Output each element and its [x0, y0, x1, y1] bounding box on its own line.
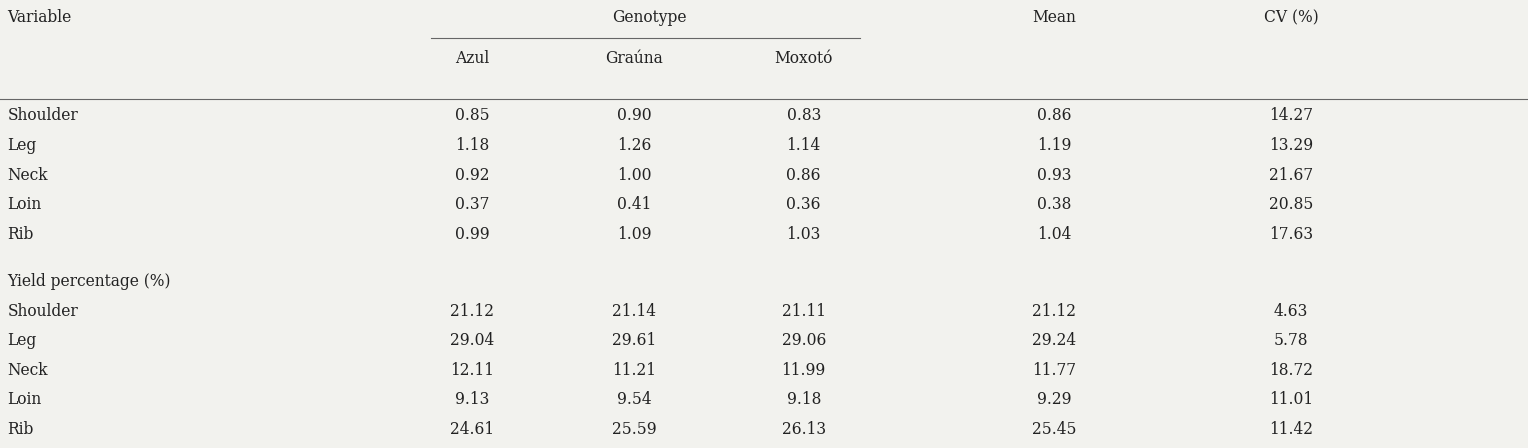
Text: Graúna: Graúna [605, 51, 663, 68]
Text: 25.45: 25.45 [1031, 421, 1077, 438]
Text: Yield percentage (%): Yield percentage (%) [8, 273, 171, 290]
Text: 29.06: 29.06 [781, 332, 827, 349]
Text: 18.72: 18.72 [1270, 362, 1313, 379]
Text: 0.86: 0.86 [1038, 107, 1071, 124]
Text: 0.92: 0.92 [455, 167, 489, 184]
Text: 0.99: 0.99 [455, 226, 489, 243]
Text: 9.18: 9.18 [787, 392, 821, 409]
Text: 29.61: 29.61 [613, 332, 656, 349]
Text: Leg: Leg [8, 332, 37, 349]
Text: Moxotó: Moxotó [775, 51, 833, 68]
Text: Rib: Rib [8, 421, 34, 438]
Text: 11.77: 11.77 [1033, 362, 1076, 379]
Text: 0.90: 0.90 [617, 107, 651, 124]
Text: Leg: Leg [8, 137, 37, 154]
Text: Rib: Rib [8, 226, 34, 243]
Text: Variable: Variable [8, 9, 72, 26]
Text: 1.00: 1.00 [617, 167, 651, 184]
Text: 11.42: 11.42 [1270, 421, 1313, 438]
Text: 9.13: 9.13 [455, 392, 489, 409]
Text: 1.19: 1.19 [1038, 137, 1071, 154]
Text: Shoulder: Shoulder [8, 107, 78, 124]
Text: 0.37: 0.37 [455, 196, 489, 213]
Text: 11.21: 11.21 [613, 362, 656, 379]
Text: 1.26: 1.26 [617, 137, 651, 154]
Text: 24.61: 24.61 [451, 421, 494, 438]
Text: 1.09: 1.09 [617, 226, 651, 243]
Text: 12.11: 12.11 [451, 362, 494, 379]
Text: 21.67: 21.67 [1270, 167, 1313, 184]
Text: 20.85: 20.85 [1268, 196, 1314, 213]
Text: 25.59: 25.59 [611, 421, 657, 438]
Text: Shoulder: Shoulder [8, 302, 78, 319]
Text: 1.14: 1.14 [787, 137, 821, 154]
Text: 21.12: 21.12 [451, 302, 494, 319]
Text: 0.36: 0.36 [787, 196, 821, 213]
Text: 1.04: 1.04 [1038, 226, 1071, 243]
Text: 17.63: 17.63 [1270, 226, 1313, 243]
Text: Loin: Loin [8, 392, 41, 409]
Text: 11.01: 11.01 [1270, 392, 1313, 409]
Text: 21.14: 21.14 [613, 302, 656, 319]
Text: 29.24: 29.24 [1033, 332, 1076, 349]
Text: 11.99: 11.99 [782, 362, 825, 379]
Text: 26.13: 26.13 [782, 421, 825, 438]
Text: 1.03: 1.03 [787, 226, 821, 243]
Text: 0.38: 0.38 [1038, 196, 1071, 213]
Text: Azul: Azul [455, 51, 489, 68]
Text: 13.29: 13.29 [1270, 137, 1313, 154]
Text: 9.54: 9.54 [617, 392, 651, 409]
Text: 4.63: 4.63 [1274, 302, 1308, 319]
Text: 14.27: 14.27 [1270, 107, 1313, 124]
Text: 9.29: 9.29 [1038, 392, 1071, 409]
Text: 29.04: 29.04 [451, 332, 494, 349]
Text: 0.93: 0.93 [1038, 167, 1071, 184]
Text: Neck: Neck [8, 167, 49, 184]
Text: Genotype: Genotype [613, 9, 686, 26]
Text: 21.12: 21.12 [1033, 302, 1076, 319]
Text: 1.18: 1.18 [455, 137, 489, 154]
Text: 21.11: 21.11 [782, 302, 825, 319]
Text: 0.41: 0.41 [617, 196, 651, 213]
Text: Neck: Neck [8, 362, 49, 379]
Text: Mean: Mean [1033, 9, 1076, 26]
Text: 0.83: 0.83 [787, 107, 821, 124]
Text: Loin: Loin [8, 196, 41, 213]
Text: 0.86: 0.86 [787, 167, 821, 184]
Text: 0.85: 0.85 [455, 107, 489, 124]
Text: 5.78: 5.78 [1274, 332, 1308, 349]
Text: CV (%): CV (%) [1264, 9, 1319, 26]
